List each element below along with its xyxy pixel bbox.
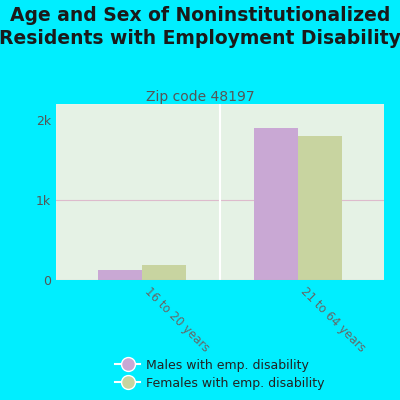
Text: Age and Sex of Noninstitutionalized
Residents with Employment Disability: Age and Sex of Noninstitutionalized Resi… xyxy=(0,6,400,48)
Text: Zip code 48197: Zip code 48197 xyxy=(146,90,254,104)
Bar xyxy=(56,104,384,280)
Bar xyxy=(142,265,186,280)
Bar xyxy=(298,136,342,280)
Legend: Males with emp. disability, Females with emp. disability: Males with emp. disability, Females with… xyxy=(115,359,325,390)
Bar xyxy=(254,128,298,280)
Bar xyxy=(98,270,142,280)
